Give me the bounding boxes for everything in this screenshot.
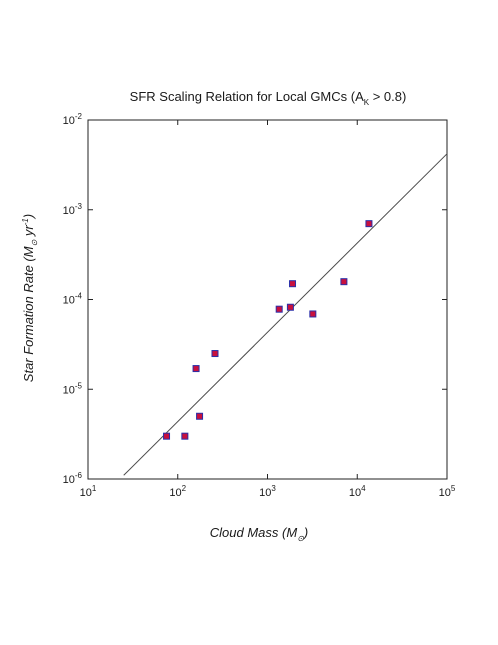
data-point xyxy=(289,280,297,288)
x-tick-label: 105 xyxy=(439,484,456,499)
data-point xyxy=(196,412,204,420)
data-point xyxy=(275,305,283,313)
y-tick-label: 10-6 xyxy=(63,471,83,486)
plot-frame xyxy=(87,119,448,480)
data-point xyxy=(309,310,317,318)
y-tick-label: 10-3 xyxy=(63,202,83,217)
data-point xyxy=(365,220,373,228)
x-tick-label: 104 xyxy=(349,484,366,499)
data-point xyxy=(286,303,294,311)
x-tick-label: 101 xyxy=(80,484,97,499)
x-tick-label: 103 xyxy=(259,484,276,499)
data-point xyxy=(181,432,189,440)
y-axis-label: Star Formation Rate (M⊙ yr-1) xyxy=(21,214,39,382)
x-tick-label: 102 xyxy=(169,484,186,499)
data-point xyxy=(163,432,171,440)
axis-ticks xyxy=(87,119,448,480)
y-tick-label: 10-5 xyxy=(63,381,83,396)
y-tick-label: 10-2 xyxy=(63,112,83,127)
chart-title: SFR Scaling Relation for Local GMCs (AK … xyxy=(130,89,407,107)
data-point xyxy=(211,350,219,358)
fit-line-layer xyxy=(123,153,448,476)
y-tick-labels: 10-6 10-5 10-4 10-3 10-2 xyxy=(63,112,83,486)
y-tick-label: 10-4 xyxy=(63,292,83,307)
x-axis-label: Cloud Mass (M⊙) xyxy=(210,525,308,543)
data-points xyxy=(163,220,373,440)
data-point xyxy=(192,365,200,373)
x-tick-labels: 101 102 103 104 105 xyxy=(80,484,456,499)
data-point xyxy=(340,278,348,286)
fit-line xyxy=(123,153,448,476)
